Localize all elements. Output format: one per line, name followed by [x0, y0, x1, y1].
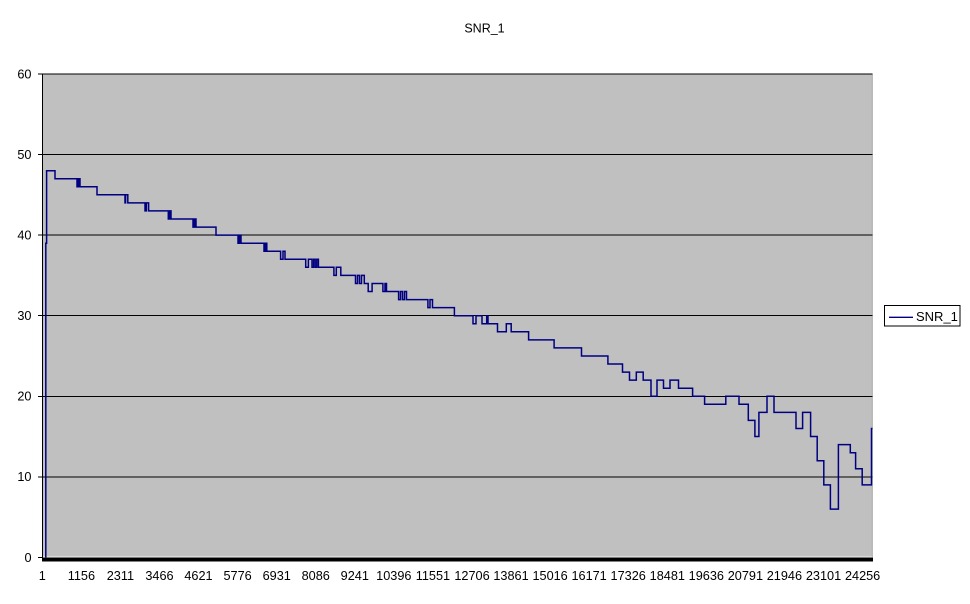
- svg-text:1: 1: [39, 569, 46, 583]
- svg-text:11551: 11551: [416, 569, 450, 583]
- svg-text:20: 20: [17, 390, 31, 404]
- svg-text:19636: 19636: [689, 569, 724, 583]
- svg-text:15016: 15016: [532, 569, 567, 583]
- svg-text:30: 30: [17, 309, 31, 323]
- svg-text:60: 60: [17, 67, 31, 81]
- svg-text:23101: 23101: [806, 569, 841, 583]
- svg-text:17326: 17326: [611, 569, 646, 583]
- svg-text:5776: 5776: [223, 569, 251, 583]
- svg-text:24256: 24256: [845, 569, 880, 583]
- svg-text:SNR_1: SNR_1: [916, 309, 958, 324]
- svg-text:18481: 18481: [650, 569, 685, 583]
- svg-text:12706: 12706: [454, 569, 489, 583]
- svg-text:0: 0: [24, 551, 31, 565]
- svg-text:9241: 9241: [341, 569, 369, 583]
- svg-text:3466: 3466: [145, 569, 173, 583]
- svg-text:2311: 2311: [107, 569, 134, 583]
- svg-text:SNR_1: SNR_1: [464, 22, 504, 36]
- svg-text:40: 40: [17, 229, 31, 243]
- svg-text:21946: 21946: [767, 569, 802, 583]
- svg-text:16171: 16171: [571, 569, 606, 583]
- svg-text:8086: 8086: [302, 569, 330, 583]
- svg-text:50: 50: [17, 148, 31, 162]
- svg-text:1156: 1156: [68, 569, 95, 583]
- svg-text:10396: 10396: [376, 569, 411, 583]
- svg-text:6931: 6931: [263, 569, 291, 583]
- svg-text:20791: 20791: [728, 569, 763, 583]
- svg-text:4621: 4621: [184, 569, 212, 583]
- svg-text:13861: 13861: [493, 569, 528, 583]
- svg-text:10: 10: [17, 470, 31, 484]
